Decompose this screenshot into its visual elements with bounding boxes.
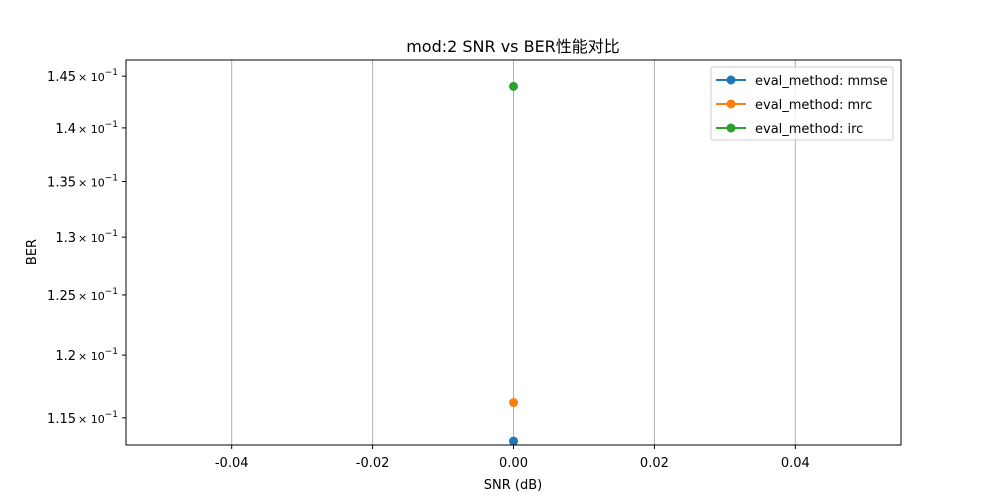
legend-item: eval_method: mrc — [716, 98, 872, 113]
x-tick-label: 0.00 — [499, 456, 528, 471]
x-axis-label: SNR (dB) — [484, 478, 542, 493]
x-tick-label: -0.04 — [215, 456, 249, 471]
legend-label: eval_method: irc — [755, 122, 863, 137]
legend-marker — [726, 99, 736, 109]
legend-items: eval_method: mmse eval_method: mrc eval_me… — [716, 74, 888, 137]
legend-item: eval_method: mmse — [716, 74, 888, 89]
y-axis-label: BER — [25, 239, 40, 265]
x-axis-ticks: -0.04 -0.02 0.00 0.02 0.04 — [215, 445, 810, 471]
y-tick-label: 1.45 × 10−1 — [47, 68, 118, 85]
x-tick-label: -0.02 — [356, 456, 390, 471]
x-tick-label: 0.04 — [781, 456, 810, 471]
chart-title: mod:2 SNR vs BER性能对比 — [406, 37, 620, 56]
series-layer — [509, 81, 518, 446]
legend-item: eval_method: irc — [716, 122, 863, 137]
legend-label: eval_method: mmse — [755, 74, 888, 89]
x-tick-label: 0.02 — [640, 456, 669, 471]
y-tick-label: 1.4 × 10−1 — [55, 120, 118, 137]
y-tick-label: 1.35 × 10−1 — [47, 174, 118, 191]
legend-marker — [726, 123, 736, 133]
y-tick-label: 1.15 × 10−1 — [47, 410, 118, 427]
legend-box — [710, 66, 894, 141]
legend-label: eval_method: mrc — [755, 98, 872, 113]
data-point-eval-method-mmse — [509, 436, 518, 446]
legend-marker — [726, 75, 736, 85]
data-point-eval-method-mrc — [509, 398, 518, 408]
y-tick-label: 1.25 × 10−1 — [47, 287, 118, 304]
y-tick-label: 1.3 × 10−1 — [55, 229, 118, 246]
legend: eval_method: mmse eval_method: mrc eval_me… — [710, 66, 894, 141]
data-point-eval-method-irc — [509, 81, 518, 91]
grid-layer — [231, 60, 796, 445]
y-axis-ticks: 1.45 × 10−1 1.4 × 10−1 1.35 × 10−1 1.3 × 10−1 1.… — [47, 68, 126, 427]
y-tick-label: 1.2 × 10−1 — [55, 347, 118, 364]
